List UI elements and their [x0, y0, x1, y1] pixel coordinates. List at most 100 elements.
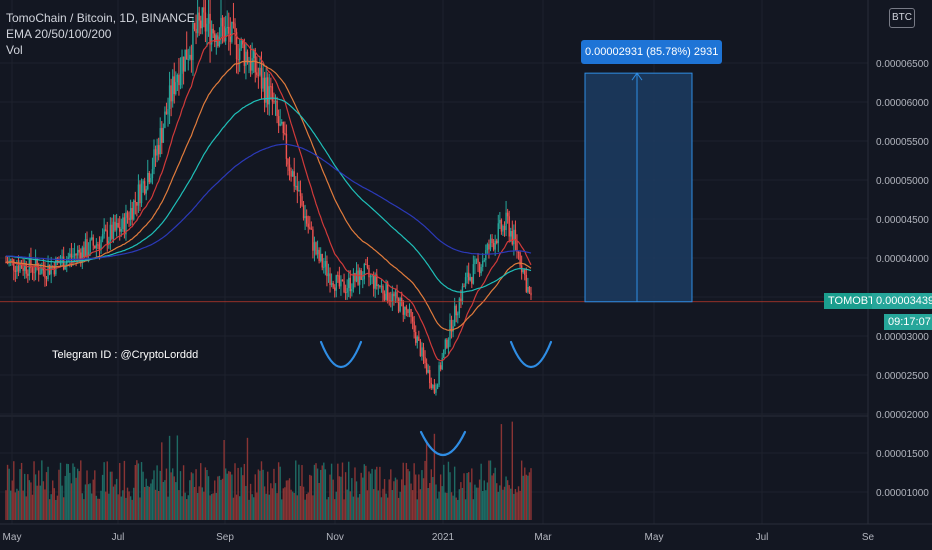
- candle-body: [220, 17, 222, 37]
- volume-bar: [349, 491, 351, 520]
- candle-body: [19, 263, 21, 272]
- volume-bar: [305, 494, 308, 520]
- time-tick-label: Mar: [534, 532, 552, 543]
- candle-body: [187, 58, 189, 60]
- volume-bar: [277, 462, 280, 520]
- measure-box: [584, 72, 693, 303]
- candle-body: [285, 133, 288, 159]
- volume-bar: [502, 489, 504, 520]
- volume-bar: [281, 499, 283, 520]
- candle-body: [201, 7, 203, 29]
- candle-body: [23, 263, 26, 271]
- candle-body: [443, 349, 445, 358]
- volume-bar: [530, 468, 532, 520]
- volume-bar: [503, 486, 506, 520]
- candle-body: [435, 388, 437, 393]
- candle-body: [296, 185, 299, 191]
- candle-body: [156, 145, 158, 156]
- volume-bar: [404, 485, 406, 520]
- price-tick-label: 0.00002000: [876, 410, 929, 421]
- price-tick-label: 0.00004500: [876, 215, 929, 226]
- volume-bar: [352, 496, 355, 520]
- volume-bar: [415, 474, 417, 520]
- bar-countdown-tag: 09:17:07: [884, 314, 932, 330]
- currency-badge[interactable]: BTC: [889, 8, 915, 28]
- candle-body: [165, 111, 168, 115]
- volume-bar: [150, 483, 152, 520]
- candle-body: [349, 277, 351, 292]
- candle-body: [100, 239, 102, 250]
- volume-bar: [62, 497, 65, 520]
- candle-body: [483, 260, 485, 262]
- volume-bar: [315, 463, 317, 520]
- volume-bars: [5, 421, 532, 520]
- volume-bar: [472, 499, 475, 520]
- volume-bar: [126, 487, 129, 520]
- volume-bar: [413, 463, 415, 520]
- candle-body: [511, 230, 514, 245]
- volume-bar: [522, 475, 524, 520]
- volume-bar: [95, 495, 98, 520]
- volume-bar: [299, 486, 302, 520]
- indicator-label[interactable]: EMA 20/50/100/200: [6, 27, 112, 41]
- time-tick-label: May: [3, 532, 22, 543]
- candle-body: [170, 85, 172, 102]
- candle-body: [75, 253, 77, 256]
- candle-body: [299, 190, 302, 197]
- volume-bar: [390, 469, 392, 520]
- volume-bar: [143, 486, 146, 520]
- candle-body: [419, 340, 422, 356]
- candle-body: [157, 145, 160, 155]
- volume-bar: [318, 482, 320, 520]
- volume-bar: [83, 499, 85, 520]
- volume-bar: [22, 490, 24, 520]
- volume-bar: [453, 466, 456, 520]
- candle-body: [257, 74, 260, 76]
- candle-body: [489, 238, 492, 250]
- candle-body: [186, 49, 188, 60]
- candle-body: [514, 229, 517, 241]
- volume-bar: [101, 474, 104, 520]
- volume-bar: [81, 493, 84, 520]
- candle-body: [383, 293, 386, 300]
- candle-body: [70, 253, 73, 258]
- candle-body: [36, 258, 38, 267]
- price-tick-label: 0.00002500: [876, 371, 929, 382]
- volume-bar: [341, 462, 344, 520]
- volume-bar: [463, 473, 465, 520]
- candle-body: [474, 259, 476, 265]
- volume-bar: [505, 476, 507, 520]
- volume-label[interactable]: Vol: [6, 43, 23, 57]
- volume-bar: [231, 474, 233, 520]
- volume-bar: [334, 499, 336, 520]
- volume-bar: [170, 472, 172, 520]
- candle-body: [517, 251, 520, 253]
- volume-bar: [256, 492, 258, 520]
- candle-body: [115, 222, 118, 231]
- candle-body: [145, 189, 147, 194]
- volume-bar: [218, 475, 221, 520]
- volume-bar: [355, 481, 358, 520]
- volume-bar: [298, 464, 300, 520]
- volume-bar: [187, 495, 189, 520]
- candle-body: [372, 275, 375, 289]
- candle-body: [228, 26, 230, 34]
- volume-bar: [140, 462, 143, 520]
- volume-bar: [304, 499, 306, 520]
- candle-body: [242, 40, 244, 45]
- volume-bar: [36, 485, 38, 520]
- candle-body: [432, 384, 434, 388]
- volume-bar: [421, 470, 423, 520]
- candle-body: [193, 22, 196, 29]
- volume-bar: [235, 494, 238, 520]
- volume-bar: [477, 487, 479, 520]
- candle-body: [348, 277, 350, 289]
- volume-bar: [16, 488, 18, 520]
- candle-body: [346, 288, 348, 293]
- volume-bar: [50, 494, 52, 520]
- volume-bar: [338, 476, 341, 520]
- candle-body: [41, 267, 43, 274]
- volume-bar: [497, 491, 499, 520]
- candle-body: [224, 28, 227, 42]
